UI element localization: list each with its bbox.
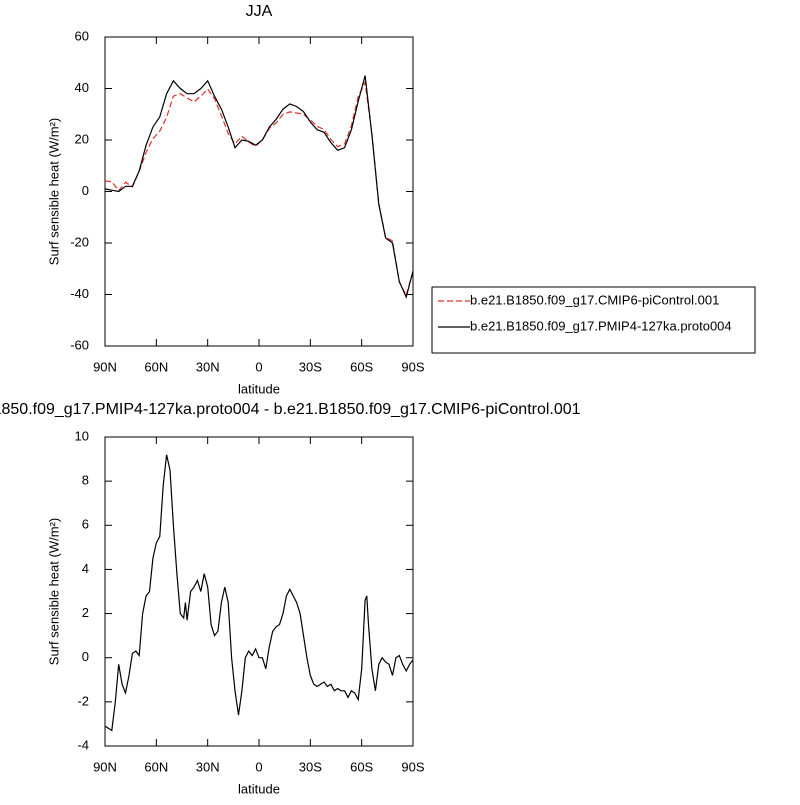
- y-tick-label: 10: [75, 428, 89, 443]
- legend-label: b.e21.B1850.f09_g17.PMIP4-127ka.proto004: [470, 318, 732, 333]
- y-tick-label: 60: [75, 28, 89, 43]
- x-axis-label: latitude: [238, 781, 280, 796]
- x-tick-label: 90S: [401, 759, 424, 774]
- data-line: [104, 454, 414, 732]
- x-tick-label: 60N: [144, 359, 168, 374]
- x-tick-label: 90N: [93, 359, 117, 374]
- y-tick-label: -2: [77, 693, 89, 708]
- x-tick-label: 30N: [196, 359, 220, 374]
- y-tick-label: 6: [82, 517, 89, 532]
- y-tick-label: 0: [82, 183, 89, 198]
- legend-label: b.e21.B1850.f09_g17.CMIP6-piControl.001: [470, 292, 719, 307]
- y-tick-label: -20: [70, 234, 89, 249]
- x-tick-label: 60S: [350, 759, 373, 774]
- chart-title: JJA: [246, 3, 273, 20]
- x-axis-label: latitude: [238, 381, 280, 396]
- y-tick-label: 20: [75, 131, 89, 146]
- y-tick-label: 8: [82, 473, 89, 488]
- x-tick-label: 60N: [144, 759, 168, 774]
- y-tick-label: -60: [70, 337, 89, 352]
- x-tick-label: 30N: [196, 759, 220, 774]
- y-tick-label: -4: [77, 737, 89, 752]
- y-tick-label: 2: [82, 605, 89, 620]
- x-tick-label: 90N: [93, 759, 117, 774]
- x-tick-label: 30S: [299, 359, 322, 374]
- y-tick-label: 40: [75, 80, 89, 95]
- x-tick-label: 30S: [299, 759, 322, 774]
- x-tick-label: 90S: [401, 359, 424, 374]
- y-tick-label: 4: [82, 561, 89, 576]
- x-tick-label: 60S: [350, 359, 373, 374]
- plot-frame: [104, 36, 414, 347]
- legend-box: [431, 286, 756, 354]
- plot-frame: [104, 436, 414, 747]
- y-axis-label: Surf sensible heat (W/m²): [46, 518, 61, 665]
- data-line: [104, 75, 414, 299]
- y-tick-label: -40: [70, 286, 89, 301]
- chart-title: b.e21.B1850.f09_g17.PMIP4-127ka.proto004…: [0, 401, 581, 418]
- y-tick-label: 0: [82, 649, 89, 664]
- y-axis-label: Surf sensible heat (W/m²): [46, 118, 61, 265]
- x-tick-label: 0: [255, 359, 262, 374]
- x-tick-label: 0: [255, 759, 262, 774]
- data-line: [104, 80, 414, 298]
